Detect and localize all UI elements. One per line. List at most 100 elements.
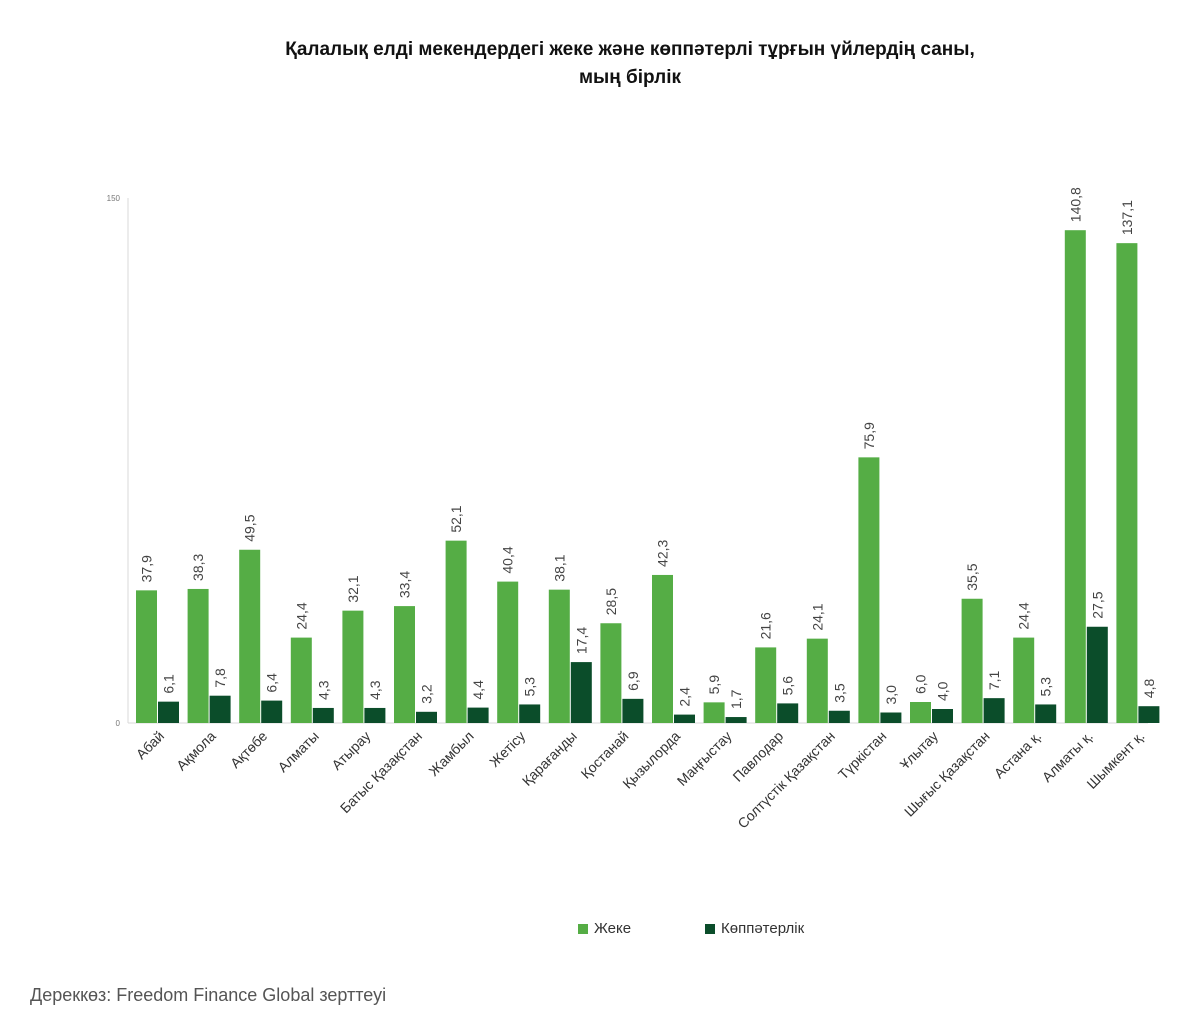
x-tick-label: Маңғыстау (674, 728, 735, 789)
data-label: 37,9 (139, 555, 155, 582)
x-tick-label: Түркістан (835, 728, 890, 783)
bar-apartment (312, 707, 334, 723)
data-label: 33,4 (397, 571, 413, 598)
bar-apartment (158, 701, 179, 723)
data-label: 42,3 (655, 539, 671, 566)
data-label: 35,5 (964, 563, 980, 590)
x-tick-label: Қарағанды (519, 728, 580, 789)
bar-apartment (828, 710, 850, 723)
data-label: 40,4 (500, 546, 516, 573)
x-tick-label: Ұлытау (897, 728, 941, 772)
data-label: 38,1 (551, 554, 567, 581)
legend-item-private: Жеке (578, 920, 631, 937)
data-label: 17,4 (573, 627, 589, 654)
bar-private (806, 638, 828, 723)
data-label: 6,4 (264, 673, 280, 693)
data-label: 5,3 (1038, 677, 1054, 697)
data-label: 6,1 (161, 674, 177, 694)
bar-private (858, 457, 880, 723)
data-label: 28,5 (603, 588, 619, 615)
bar-private (342, 610, 364, 723)
bar-private (652, 574, 673, 723)
chart-title: Қалалық елді мекендердегі жеке және көпп… (0, 36, 1195, 92)
legend-swatch-apartment (705, 923, 715, 934)
data-label: 4,3 (315, 680, 331, 700)
bar-private (445, 540, 467, 723)
data-label: 21,6 (758, 612, 774, 639)
data-label: 5,3 (522, 677, 538, 697)
bar-private (1116, 243, 1138, 723)
bar-apartment (570, 662, 592, 723)
x-tick-label: Абай (133, 728, 167, 762)
x-tick-label: Жамбыл (425, 728, 476, 779)
bar-apartment (261, 700, 283, 723)
bar-apartment (1035, 704, 1057, 723)
legend-swatch-private (578, 923, 588, 934)
x-tick-label: Қостанай (578, 728, 632, 782)
bar-private (1064, 230, 1086, 723)
bar-apartment (932, 709, 953, 723)
bar-apartment (725, 717, 747, 723)
x-tick-label: Ақмола (173, 728, 219, 774)
x-tick-label: Алматы (274, 728, 321, 775)
data-label: 6,0 (913, 674, 929, 694)
source-note: Дереккөз: Freedom Finance Global зерттеу… (30, 985, 387, 1005)
x-tick-label: Атырау (328, 728, 373, 773)
data-label: 32,1 (345, 575, 361, 602)
x-tick-label: Жетісу (486, 728, 528, 770)
data-label: 1,7 (728, 689, 744, 709)
data-label: 24,1 (809, 603, 825, 630)
data-label: 6,9 (625, 671, 641, 691)
bar-private (394, 606, 415, 723)
data-label: 137,1 (1119, 200, 1135, 235)
data-label: 4,3 (367, 680, 383, 700)
bar-apartment (467, 707, 489, 723)
data-label: 4,0 (935, 681, 951, 701)
bar-private (703, 702, 725, 723)
y-tick-label: 0 (116, 719, 121, 728)
data-label: 38,3 (190, 553, 206, 580)
x-tick-label: Ақтөбе (227, 728, 271, 772)
chart-title-line1: Қалалық елді мекендердегі жеке және көпп… (285, 39, 975, 60)
bar-private (239, 549, 261, 723)
bar-private (961, 598, 983, 723)
bar-apartment (622, 698, 644, 723)
bar-private (136, 590, 157, 723)
bar-private (600, 623, 622, 723)
bar-apartment (416, 711, 437, 723)
bar-apartment (983, 698, 1005, 723)
bar-apartment (1138, 706, 1160, 723)
data-label: 5,9 (706, 675, 722, 695)
data-label: 24,4 (1016, 602, 1032, 629)
data-label: 75,9 (861, 422, 877, 449)
y-tick-label: 150 (107, 194, 121, 203)
data-label: 3,5 (831, 683, 847, 703)
chart-title-line2: мың бірлік (578, 67, 682, 88)
data-label: 5,6 (780, 676, 796, 696)
bar-apartment (209, 695, 231, 723)
data-label: 7,8 (212, 668, 228, 688)
legend-label-apartment: Көппәтерлік (721, 920, 805, 937)
x-tick-label: Солтүстік Қазақстан (734, 728, 838, 832)
data-label: 49,5 (242, 514, 258, 541)
bar-private (497, 581, 519, 723)
bar-apartment (880, 712, 902, 723)
bar-apartment (519, 704, 541, 723)
bar-apartment (364, 707, 386, 723)
legend-label-private: Жеке (594, 920, 632, 937)
bar-private (187, 588, 209, 723)
bar-private (755, 647, 777, 723)
data-label: 4,4 (470, 680, 486, 700)
data-label: 3,2 (419, 684, 435, 704)
bar-apartment (1086, 626, 1108, 723)
bar-private (290, 637, 312, 723)
data-label: 52,1 (448, 505, 464, 532)
bar-private (1013, 637, 1035, 723)
bar-private (548, 589, 570, 723)
data-label: 7,1 (986, 670, 1002, 690)
data-label: 140,8 (1067, 187, 1083, 222)
x-tick-label: Астана қ. (991, 728, 1045, 782)
bar-apartment (674, 714, 695, 723)
bar-apartment (777, 703, 799, 723)
